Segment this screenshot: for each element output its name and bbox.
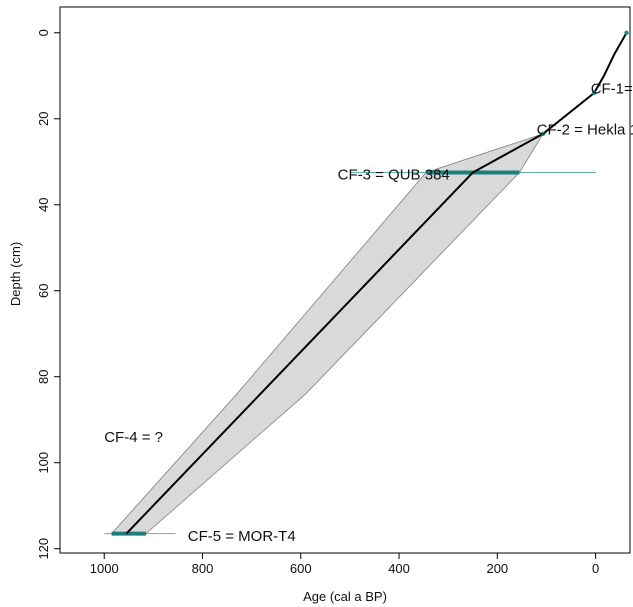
tie-point-3 [540,131,546,137]
x-axis-title: Age (cal a BP) [303,589,387,604]
y-tick-label-0: 0 [36,29,51,36]
y-axis-title: Depth (cm) [8,242,23,306]
uncertainty-band [110,133,544,535]
axes: 1000 800 600 400 200 0 0 20 40 60 80 100 120 [36,6,631,576]
y-tick-label-20: 20 [36,112,51,126]
x-tick-label-0: 0 [592,561,599,576]
y-tick-label-80: 80 [36,369,51,383]
plot-frame [59,6,631,554]
x-tick-label-1000: 1000 [90,561,119,576]
annotation-3: CF-3 = QUB 384 [338,167,450,184]
x-tick-label-800: 800 [192,561,214,576]
x-tick-label-600: 600 [290,561,312,576]
annotation-2: CF-2 = Hekla 1845 [537,122,633,139]
x-tick-label-400: 400 [388,561,410,576]
x-tick-label-200: 200 [486,561,508,576]
y-tick-label-120: 120 [36,538,51,560]
tie-point-2 [591,90,597,96]
annotation-1: CF-1= Hekla 1947 [591,81,633,98]
y-tick-label-60: 60 [36,284,51,298]
tie-point-1 [624,30,629,35]
annotation-4: CF-4 = ? [104,429,163,446]
annotations: CF-1= Hekla 1947 CF-2 = Hekla 1845 CF-3 = … [104,81,633,545]
annotation-5: CF-5 = MOR-T4 [188,528,296,545]
y-tick-label-100: 100 [36,452,51,474]
plot-area [104,30,629,536]
y-tick-label-40: 40 [36,198,51,212]
